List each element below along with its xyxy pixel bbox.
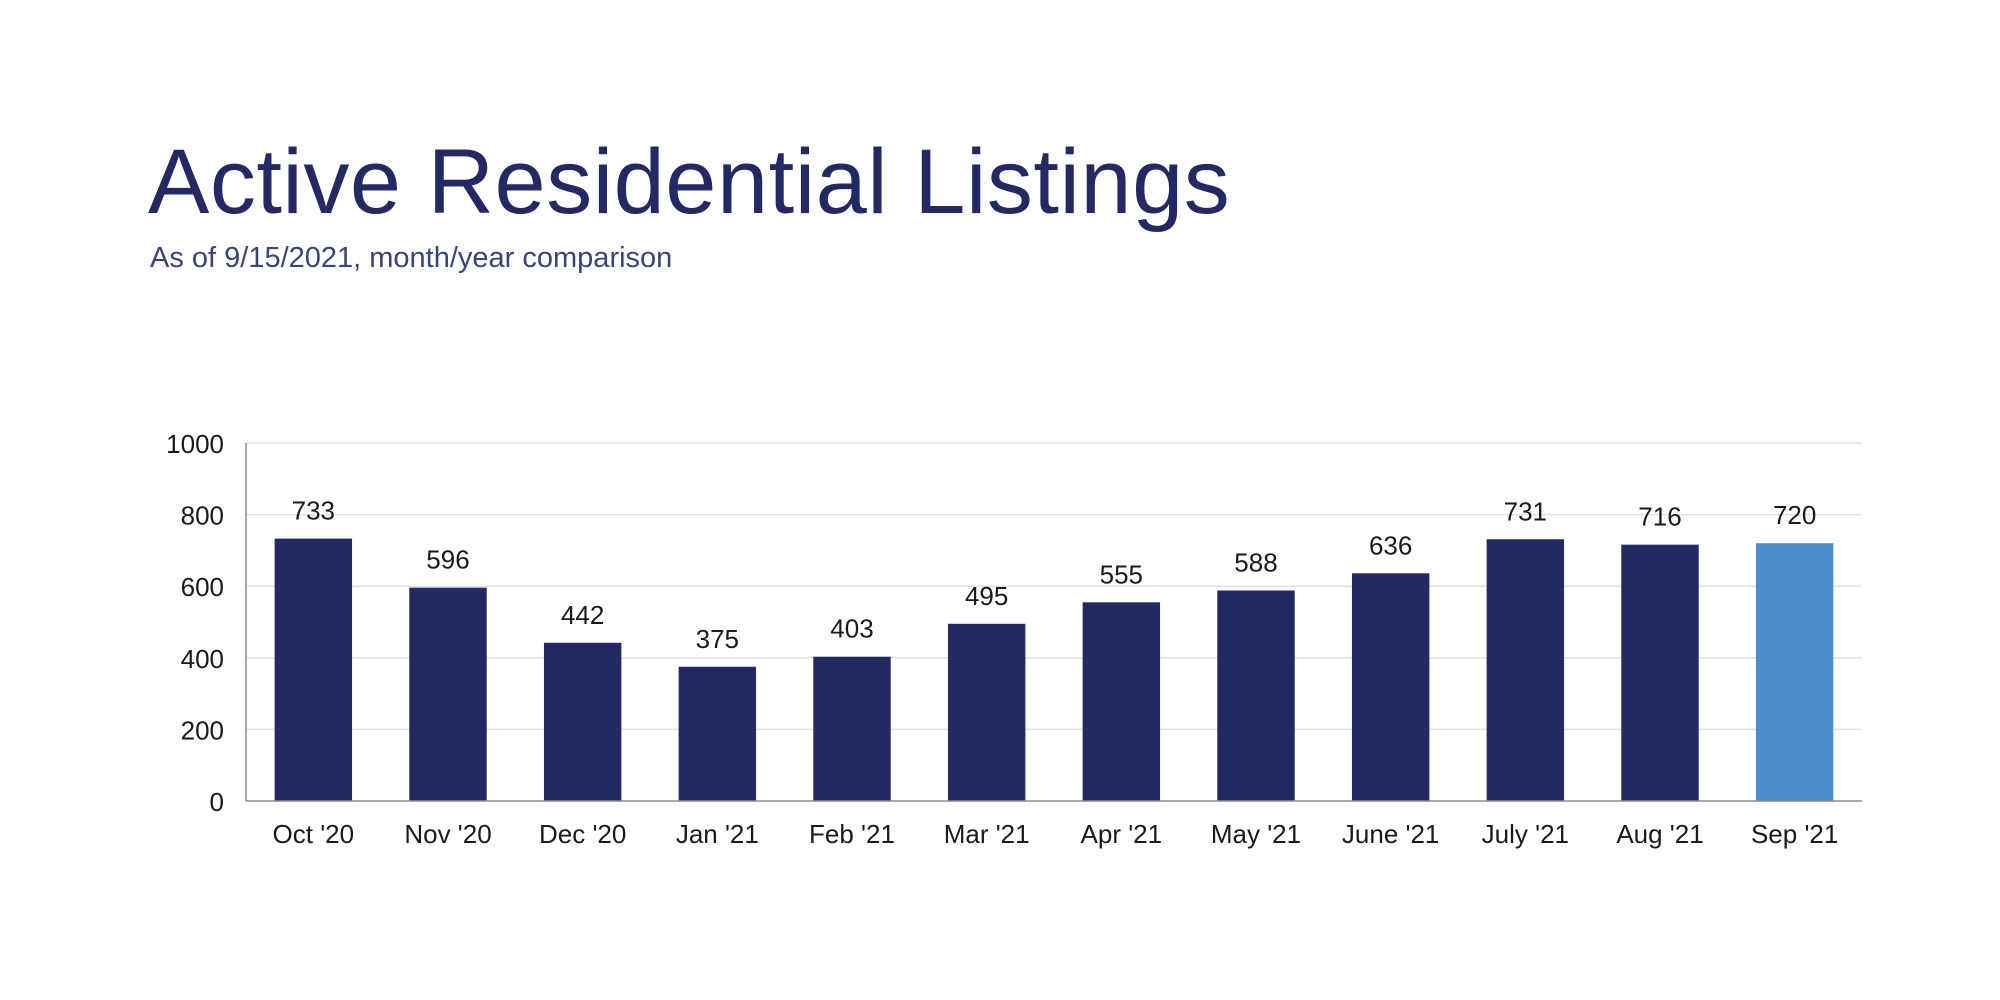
y-tick-label: 200 <box>181 715 224 745</box>
data-label: 596 <box>426 545 469 575</box>
chart-title: Active Residential Listings <box>148 131 1231 233</box>
bar <box>1082 602 1161 801</box>
bar <box>678 666 757 801</box>
bar <box>1755 543 1834 801</box>
data-label: 733 <box>292 496 335 526</box>
x-tick-label: July '21 <box>1482 819 1569 849</box>
data-label: 555 <box>1100 559 1143 589</box>
y-tick-label: 1000 <box>166 429 224 459</box>
x-tick-label: Nov '20 <box>404 819 491 849</box>
bar <box>1486 539 1565 801</box>
y-tick-label: 800 <box>181 501 224 531</box>
bar <box>1621 544 1699 801</box>
y-axis: 0 200 400 600 800 1000 <box>166 429 247 817</box>
bar <box>543 642 622 801</box>
data-label: 442 <box>561 600 604 630</box>
data-label: 375 <box>696 624 739 654</box>
chart-subtitle: As of 9/15/2021, month/year comparison <box>150 242 673 274</box>
bar <box>274 538 353 801</box>
data-label: 403 <box>830 614 873 644</box>
data-label: 495 <box>965 581 1008 611</box>
data-label: 731 <box>1504 496 1547 526</box>
x-tick-label: Dec '20 <box>539 819 626 849</box>
bar <box>409 587 487 801</box>
x-tick-label: Feb '21 <box>809 819 895 849</box>
data-label: 716 <box>1638 502 1681 532</box>
x-axis: Oct '20 Nov '20 Dec '20 Jan '21 Feb '21 Mar '… <box>246 800 1862 849</box>
data-label: 588 <box>1234 547 1277 577</box>
x-tick-label: Aug '21 <box>1616 819 1703 849</box>
y-tick-label: 400 <box>181 644 224 674</box>
bars: 733 596 442 375 403 495 555 588 636 731 716 720 <box>274 496 1834 801</box>
x-tick-label: May '21 <box>1211 819 1301 849</box>
bar <box>1217 590 1295 801</box>
y-tick-label: 0 <box>210 787 224 817</box>
x-tick-label: Apr '21 <box>1081 819 1163 849</box>
x-tick-label: June '21 <box>1342 819 1440 849</box>
bar <box>1351 573 1430 801</box>
x-tick-label: Sep '21 <box>1751 819 1838 849</box>
x-tick-label: Jan '21 <box>676 819 759 849</box>
data-label: 720 <box>1773 500 1816 530</box>
bar <box>813 656 891 801</box>
data-label: 636 <box>1369 530 1412 560</box>
x-tick-label: Oct '20 <box>273 819 355 849</box>
y-tick-label: 600 <box>181 572 224 602</box>
bar <box>947 623 1026 801</box>
grid-lines <box>246 442 1862 731</box>
x-tick-label: Mar '21 <box>944 819 1030 849</box>
